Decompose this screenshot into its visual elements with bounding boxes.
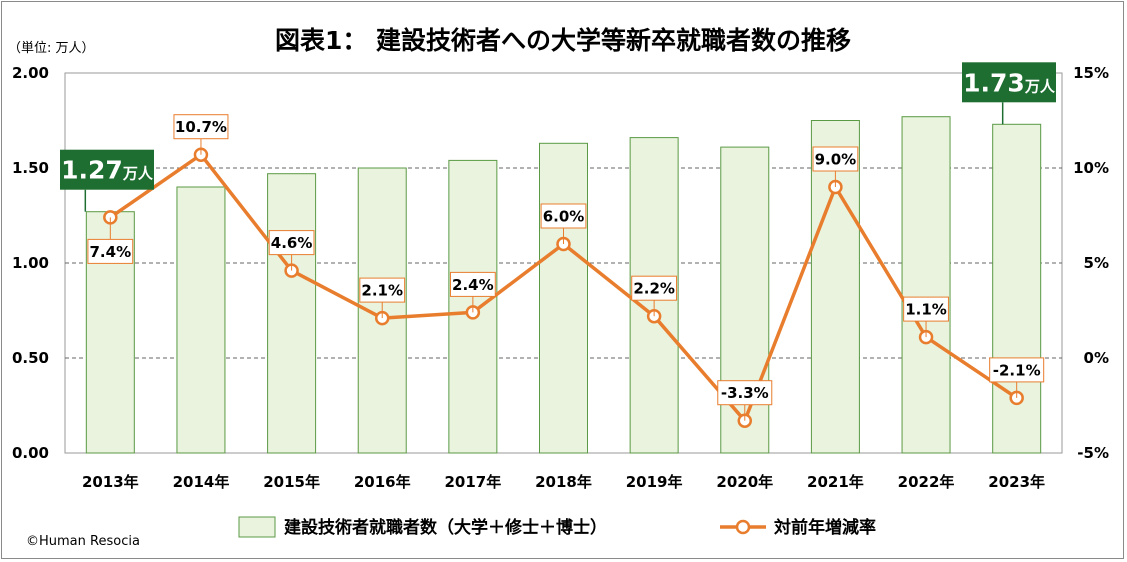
callout-label: 1.27万人: [61, 156, 154, 185]
chart-title: 図表1： 建設技術者への大学等新卒就職者数の推移: [275, 26, 851, 55]
data-label: -2.1%: [993, 361, 1041, 379]
data-label-box: [87, 238, 134, 264]
right-tick-label: 5%: [1084, 254, 1109, 272]
data-label-box: [717, 380, 773, 406]
bar: [539, 142, 588, 454]
right-tick-label: 15%: [1073, 64, 1109, 82]
unit-label: （単位: 万人）: [8, 40, 95, 56]
x-tick-label: 2014年: [173, 473, 230, 491]
line-points: [103, 147, 1024, 428]
legend: 建設技術者就職者数（大学＋修士＋博士） 対前年増減率: [238, 516, 876, 538]
data-label: -3.3%: [721, 384, 769, 402]
right-tick-label: -5%: [1077, 444, 1109, 462]
bar: [176, 186, 226, 454]
data-label: 9.0%: [815, 151, 857, 169]
data-label: 7.4%: [90, 243, 132, 261]
data-label-box: [449, 271, 496, 297]
data-label: 1.1%: [905, 301, 947, 319]
x-tick-label: 2016年: [354, 473, 411, 491]
x-tick-label: 2019年: [626, 473, 683, 491]
data-label-box: [540, 203, 587, 229]
data-label-box: [268, 230, 315, 256]
x-tick-label: 2022年: [898, 473, 955, 491]
left-tick-label: 0.00: [12, 444, 49, 462]
x-tick-label: 2015年: [263, 473, 320, 491]
legend-line-marker: [735, 519, 751, 535]
x-tick-label: 2013年: [82, 473, 139, 491]
data-label: 2.2%: [633, 280, 675, 298]
bar: [267, 173, 317, 454]
data-label-box: [359, 277, 406, 303]
legend-line-label: 対前年増減率: [773, 517, 876, 538]
legend-bar-swatch: [238, 516, 276, 538]
data-labels: 7.4% 10.7% 4.6% 2.1% 2.4% 6.0% 2.2% -3.3% 9.0% 1.…: [87, 114, 1045, 421]
right-tick-label: 10%: [1073, 159, 1109, 177]
callout-box: [962, 62, 1056, 103]
bar-series: [85, 116, 1042, 454]
x-tick-label: 2018年: [535, 473, 592, 491]
callout-label: 1.73万人: [963, 68, 1056, 97]
x-tick-label: 2023年: [988, 473, 1045, 491]
callout-leaders: [84, 102, 1004, 212]
copyright: ©Human Resocia: [26, 534, 140, 549]
data-label-box: [173, 114, 229, 140]
right-axis: -5% 0% 5% 10% 15%: [1073, 64, 1109, 462]
left-axis: 0.00 0.50 1.00 1.50 2.00: [12, 64, 49, 462]
x-tick-label: 2021年: [807, 473, 864, 491]
data-label-box: [989, 357, 1045, 383]
x-tick-label: 2020年: [716, 473, 773, 491]
legend-bar-label: 建設技術者就職者数（大学＋修士＋博士）: [284, 517, 607, 538]
data-label: 6.0%: [543, 208, 585, 226]
bar: [901, 116, 951, 454]
data-label-box: [812, 146, 859, 172]
data-label: 2.4%: [452, 276, 494, 294]
left-tick-label: 1.00: [12, 254, 49, 272]
right-tick-label: 0%: [1084, 349, 1109, 367]
data-label-box: [903, 296, 949, 322]
left-tick-label: 2.00: [12, 64, 49, 82]
x-tick-label: 2017年: [444, 473, 501, 491]
data-label-box: [631, 275, 678, 301]
callouts: 1.27万人 1.73万人: [60, 62, 1056, 190]
left-tick-label: 0.50: [12, 349, 49, 367]
left-tick-label: 1.50: [12, 159, 49, 177]
x-axis: 2013年 2014年 2015年 2016年 2017年 2018年 2019年 2020年…: [82, 473, 1045, 491]
data-label: 4.6%: [271, 234, 313, 252]
data-label: 10.7%: [175, 118, 227, 136]
callout-box: [60, 149, 154, 190]
data-label: 2.1%: [361, 282, 403, 300]
